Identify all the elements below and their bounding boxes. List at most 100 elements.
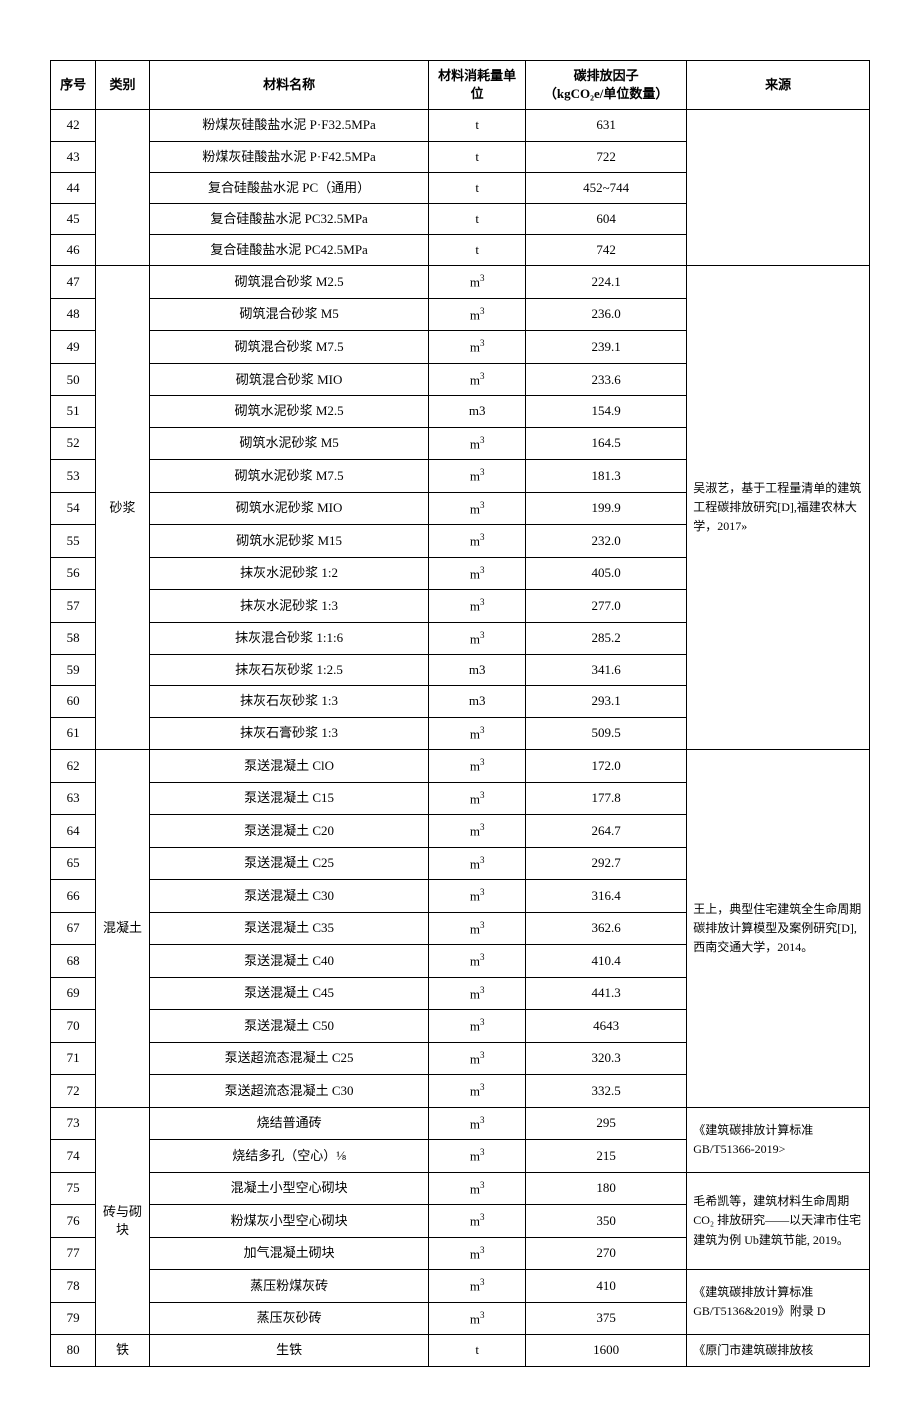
cell-seq: 56 xyxy=(51,557,96,590)
cell-unit: m3 xyxy=(429,492,526,525)
cell-factor: 332.5 xyxy=(526,1075,687,1108)
cell-name: 泵送混凝土 ClO xyxy=(149,750,428,783)
cell-unit: m3 xyxy=(429,1270,526,1303)
cell-unit: m3 xyxy=(429,1172,526,1205)
table-row: 80 铁 生铁 t 1600 《原门市建筑碳排放核 xyxy=(51,1335,870,1366)
table-row: 73 砖与砌块 烧结普通砖 m3 295 《建筑碳排放计算标准GB/T51366… xyxy=(51,1107,870,1140)
cell-unit: t xyxy=(429,110,526,141)
cell-name: 泵送超流态混凝土 C25 xyxy=(149,1042,428,1075)
cell-seq: 63 xyxy=(51,782,96,815)
cell-factor: 232.0 xyxy=(526,525,687,558)
cell-factor: 4643 xyxy=(526,1010,687,1043)
cell-factor: 410 xyxy=(526,1270,687,1303)
cell-seq: 76 xyxy=(51,1205,96,1238)
cell-unit: m3 xyxy=(429,1302,526,1335)
cell-unit: m3 xyxy=(429,1107,526,1140)
cell-factor: 215 xyxy=(526,1140,687,1173)
cell-name: 砌筑水泥砂浆 M5 xyxy=(149,427,428,460)
cell-seq: 49 xyxy=(51,331,96,364)
cell-name: 砌筑水泥砂浆 MIO xyxy=(149,492,428,525)
cell-name: 粉煤灰硅酸盐水泥 P·F32.5MPa xyxy=(149,110,428,141)
table-row: 47 砂浆 砌筑混合砂浆 M2.5 m3 224.1 吴淑艺，基于工程量清单的建… xyxy=(51,266,870,299)
cell-unit: m3 xyxy=(429,880,526,913)
cell-factor: 441.3 xyxy=(526,977,687,1010)
cell-seq: 62 xyxy=(51,750,96,783)
cell-seq: 78 xyxy=(51,1270,96,1303)
cell-cat-tie: 铁 xyxy=(96,1335,150,1366)
cell-seq: 75 xyxy=(51,1172,96,1205)
cell-factor: 164.5 xyxy=(526,427,687,460)
cell-seq: 80 xyxy=(51,1335,96,1366)
cell-name: 泵送混凝土 C30 xyxy=(149,880,428,913)
cell-factor: 410.4 xyxy=(526,945,687,978)
col-name: 材料名称 xyxy=(149,61,428,110)
cell-unit: m3 xyxy=(429,1042,526,1075)
cell-name: 砌筑混合砂浆 M5 xyxy=(149,298,428,331)
table-row: 62 混凝土 泵送混凝土 ClO m3 172.0 王上，典型住宅建筑全生命周期… xyxy=(51,750,870,783)
cell-seq: 77 xyxy=(51,1237,96,1270)
cell-unit: t xyxy=(429,172,526,203)
materials-table: 序号 类别 材料名称 材料消耗量单位 碳排放因子 （kgCO₂e/单位数量） 来… xyxy=(50,60,870,1367)
cell-factor: 277.0 xyxy=(526,590,687,623)
cell-unit: t xyxy=(429,1335,526,1366)
cell-factor: 1600 xyxy=(526,1335,687,1366)
cell-src-wang: 王上，典型住宅建筑全生命周期碳排放计算模型及案例研究[D],西南交通大学，201… xyxy=(687,750,870,1108)
cell-factor: 239.1 xyxy=(526,331,687,364)
cell-name: 砌筑水泥砂浆 M7.5 xyxy=(149,460,428,493)
cell-seq: 72 xyxy=(51,1075,96,1108)
cell-seq: 55 xyxy=(51,525,96,558)
cell-unit: m3 xyxy=(429,977,526,1010)
cell-unit: m3 xyxy=(429,1140,526,1173)
cell-unit: m3 xyxy=(429,750,526,783)
cell-name: 泵送混凝土 C45 xyxy=(149,977,428,1010)
cell-factor: 172.0 xyxy=(526,750,687,783)
table-header-row: 序号 类别 材料名称 材料消耗量单位 碳排放因子 （kgCO₂e/单位数量） 来… xyxy=(51,61,870,110)
cell-factor: 320.3 xyxy=(526,1042,687,1075)
cell-seq: 58 xyxy=(51,622,96,655)
table-row: 75 混凝土小型空心砌块 m3 180 毛希凯等，建筑材料生命周期 CO₂ 排放… xyxy=(51,1172,870,1205)
cell-factor: 181.3 xyxy=(526,460,687,493)
cell-factor: 316.4 xyxy=(526,880,687,913)
cell-unit: m3 xyxy=(429,525,526,558)
cell-seq: 67 xyxy=(51,912,96,945)
cell-name: 生铁 xyxy=(149,1335,428,1366)
cell-cat-hunningtu: 混凝土 xyxy=(96,750,150,1108)
cell-unit: m3 xyxy=(429,782,526,815)
cell-seq: 51 xyxy=(51,396,96,427)
cell-seq: 79 xyxy=(51,1302,96,1335)
cell-unit: t xyxy=(429,235,526,266)
cell-unit: m3 xyxy=(429,460,526,493)
cell-src-gbd: 《建筑碳排放计算标准GB/T5136&2019》附录 D xyxy=(687,1270,870,1335)
cell-factor: 177.8 xyxy=(526,782,687,815)
cell-seq: 44 xyxy=(51,172,96,203)
cell-seq: 53 xyxy=(51,460,96,493)
cell-seq: 48 xyxy=(51,298,96,331)
cell-name: 抹灰水泥砂浆 1:2 xyxy=(149,557,428,590)
col-unit: 材料消耗量单位 xyxy=(429,61,526,110)
cell-name: 砌筑混合砂浆 M7.5 xyxy=(149,331,428,364)
cell-seq: 42 xyxy=(51,110,96,141)
cell-factor: 375 xyxy=(526,1302,687,1335)
cell-name: 抹灰混合砂浆 1:1:6 xyxy=(149,622,428,655)
cell-factor: 452~744 xyxy=(526,172,687,203)
cell-src-yuanmen: 《原门市建筑碳排放核 xyxy=(687,1335,870,1366)
cell-factor: 154.9 xyxy=(526,396,687,427)
cell-seq: 54 xyxy=(51,492,96,525)
cell-unit: m3 xyxy=(429,266,526,299)
cell-seq: 74 xyxy=(51,1140,96,1173)
cell-seq: 73 xyxy=(51,1107,96,1140)
cell-name: 泵送混凝土 C50 xyxy=(149,1010,428,1043)
cell-seq: 61 xyxy=(51,717,96,750)
cell-unit: m3 xyxy=(429,945,526,978)
cell-seq: 64 xyxy=(51,815,96,848)
cell-name: 砌筑水泥砂浆 M2.5 xyxy=(149,396,428,427)
col-src: 来源 xyxy=(687,61,870,110)
cell-factor: 292.7 xyxy=(526,847,687,880)
col-cat: 类别 xyxy=(96,61,150,110)
cell-factor: 264.7 xyxy=(526,815,687,848)
cell-factor: 722 xyxy=(526,141,687,172)
cell-src-mao: 毛希凯等，建筑材料生命周期 CO₂ 排放研究——以天津市住宅建筑为例 Ub建筑节… xyxy=(687,1172,870,1270)
cell-src-gb2019: 《建筑碳排放计算标准GB/T51366-2019> xyxy=(687,1107,870,1172)
cell-name: 抹灰石膏砂浆 1:3 xyxy=(149,717,428,750)
cell-src-empty xyxy=(687,110,870,266)
